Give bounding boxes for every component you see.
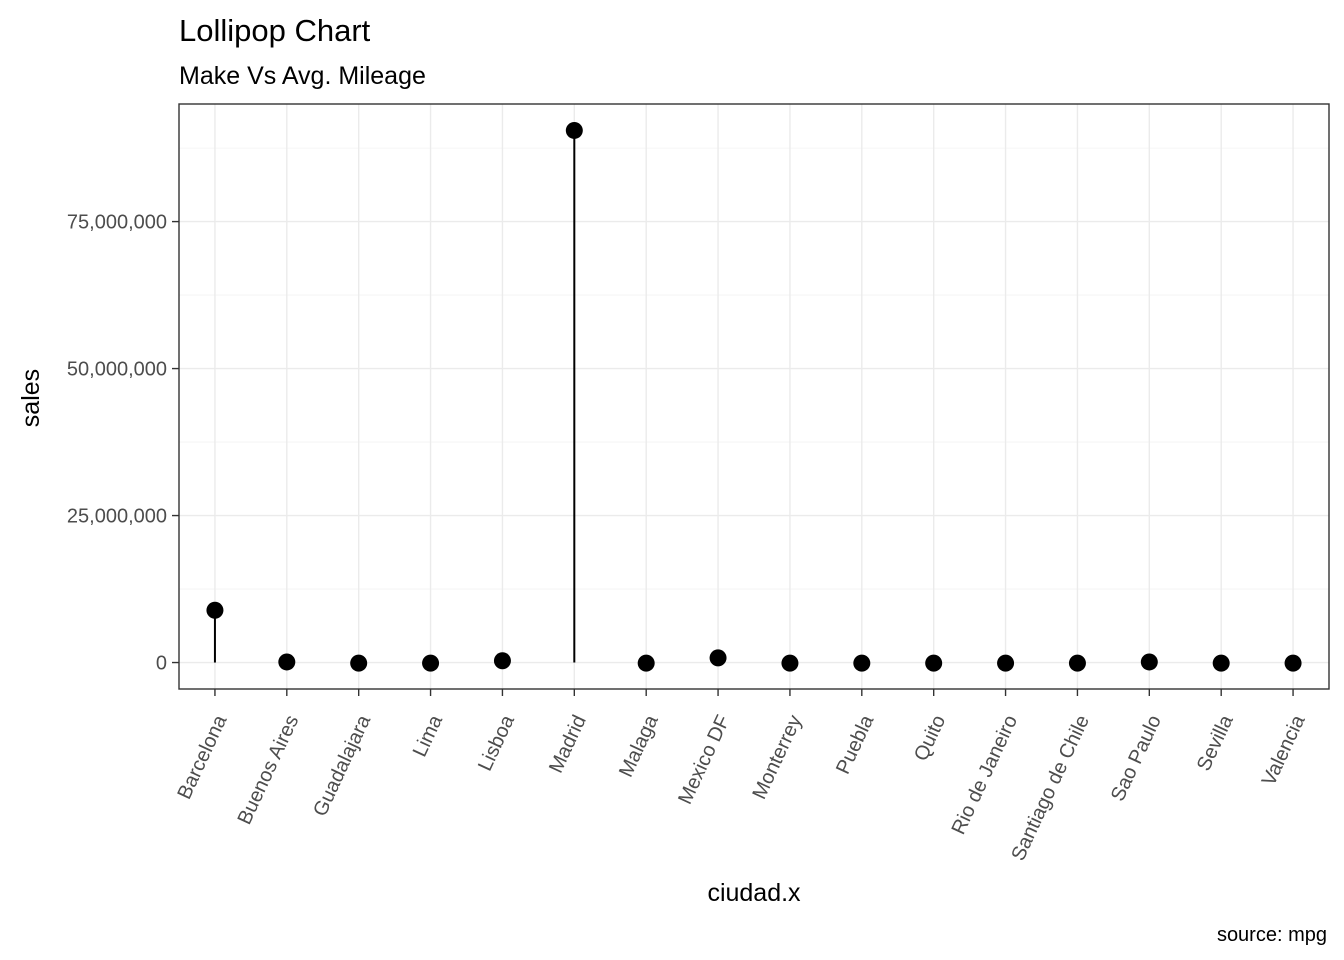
x-tick-label: Guadalajara (309, 711, 375, 820)
x-axis-title: ciudad.x (707, 879, 801, 907)
chart-subtitle: Make Vs Avg. Mileage (179, 62, 426, 90)
x-tick-label: Monterrey (748, 712, 806, 803)
lollipop-point (350, 654, 368, 672)
lollipop-point (781, 654, 799, 672)
x-tick-label: Santiago de Chile (1007, 712, 1094, 864)
lollipop-point (1140, 653, 1158, 671)
lollipop-point (1212, 654, 1230, 672)
y-tick-label: 50,000,000 (67, 359, 167, 381)
chart-title: Lollipop Chart (179, 13, 371, 48)
lollipop-point (565, 121, 583, 139)
x-tick-label: Puebla (832, 711, 879, 778)
x-tick-label: Lisboa (474, 711, 519, 775)
lollipop-point (637, 654, 655, 672)
x-tick-label: Lima (409, 711, 448, 760)
x-tick-label: Madrid (545, 712, 591, 777)
y-axis-ticks: 0 25,000,000 50,000,000 75,000,000 (67, 212, 179, 675)
y-tick-label: 0 (156, 653, 167, 675)
x-tick-label: Barcelona (173, 711, 231, 803)
x-axis-ticks: Barcelona Buenos Aires Guadalajara Lima Lisb… (173, 689, 1310, 864)
lollipop-stems (213, 130, 1295, 664)
x-tick-label: Rio de Janeiro (948, 712, 1022, 838)
lollipop-point (997, 654, 1015, 672)
x-tick-label: Quito (910, 712, 950, 765)
lollipop-point (925, 654, 943, 672)
y-tick-label: 25,000,000 (67, 506, 167, 528)
lollipop-point (206, 601, 224, 619)
lollipop-point (278, 653, 296, 671)
x-tick-label: Sevilla (1193, 711, 1238, 774)
y-axis-title: sales (17, 369, 45, 427)
lollipop-point (422, 654, 440, 672)
plot-panel-border (178, 103, 1330, 690)
lollipop-points (206, 121, 1302, 672)
x-tick-label: Malaga (615, 711, 663, 781)
x-tick-label: Mexico DF (674, 712, 734, 808)
grid-lines (179, 104, 1329, 689)
lollipop-point (493, 652, 511, 670)
lollipop-point (853, 654, 871, 672)
chart-caption: source: mpg (1217, 924, 1327, 946)
lollipop-point (1068, 654, 1086, 672)
x-tick-label: Sao Paulo (1107, 712, 1166, 805)
lollipop-point (709, 649, 727, 667)
y-tick-label: 75,000,000 (67, 212, 167, 234)
x-tick-label: Buenos Aires (234, 712, 304, 828)
x-tick-label: Valencia (1258, 711, 1310, 789)
lollipop-point (1284, 654, 1302, 672)
